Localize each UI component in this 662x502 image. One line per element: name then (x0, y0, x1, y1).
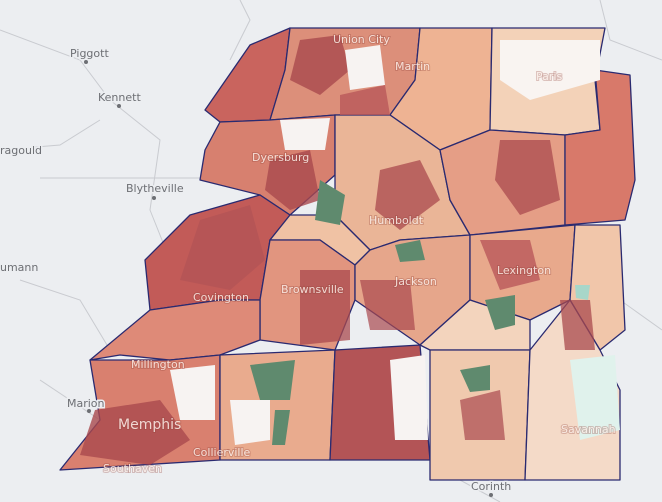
place-label: ragould (0, 144, 42, 157)
tract (272, 410, 290, 445)
tract (280, 118, 330, 150)
tract (265, 150, 320, 210)
place-label: Marion (67, 397, 105, 410)
tract (180, 205, 265, 290)
place-label: Lexington (497, 264, 551, 277)
places: Piggott Kennett ragould Blytheville uman… (0, 32, 617, 497)
tract (390, 355, 428, 440)
place-label: Piggott (70, 47, 109, 60)
tract (500, 40, 600, 100)
place-label: umann (0, 261, 38, 274)
tract (570, 355, 620, 440)
place-label: Southaven (103, 462, 162, 475)
place-label: Covington (193, 291, 249, 304)
tract (250, 360, 295, 400)
place-dot (84, 60, 88, 64)
tract (495, 140, 560, 215)
place-label: Kennett (98, 91, 141, 104)
tract (170, 365, 215, 420)
place-dot (87, 409, 91, 413)
county (564, 69, 636, 226)
tract (300, 270, 350, 345)
tracts (80, 35, 620, 465)
place-label: Brownsville (281, 283, 344, 296)
place-label: Savannah (561, 423, 616, 436)
tract (315, 180, 345, 225)
tract (345, 45, 385, 90)
place-label: Jackson (394, 275, 437, 288)
place-label: Paris (536, 70, 562, 83)
place-label: Dyersburg (252, 151, 309, 164)
place-dot (117, 104, 121, 108)
tract (375, 160, 440, 230)
tract (340, 85, 390, 115)
tract (480, 240, 540, 290)
place-label: Blytheville (126, 182, 184, 195)
place-label: Millington (131, 358, 185, 371)
place-label: Martin (395, 60, 430, 73)
tract (460, 365, 490, 392)
place-label: Memphis (118, 417, 181, 433)
tract (290, 35, 350, 95)
tract (485, 295, 515, 330)
tract (230, 400, 270, 445)
tract (80, 400, 190, 465)
tract (360, 280, 415, 330)
tract (560, 300, 595, 350)
place-label: Collierville (193, 446, 251, 459)
place-dot (152, 196, 156, 200)
place-label: Union City (333, 33, 390, 46)
tract (575, 285, 590, 300)
place-label: Humboldt (369, 214, 424, 227)
tract (460, 390, 505, 440)
place-label: Corinth (471, 480, 511, 493)
place-dot (489, 493, 493, 497)
tract (395, 240, 425, 262)
